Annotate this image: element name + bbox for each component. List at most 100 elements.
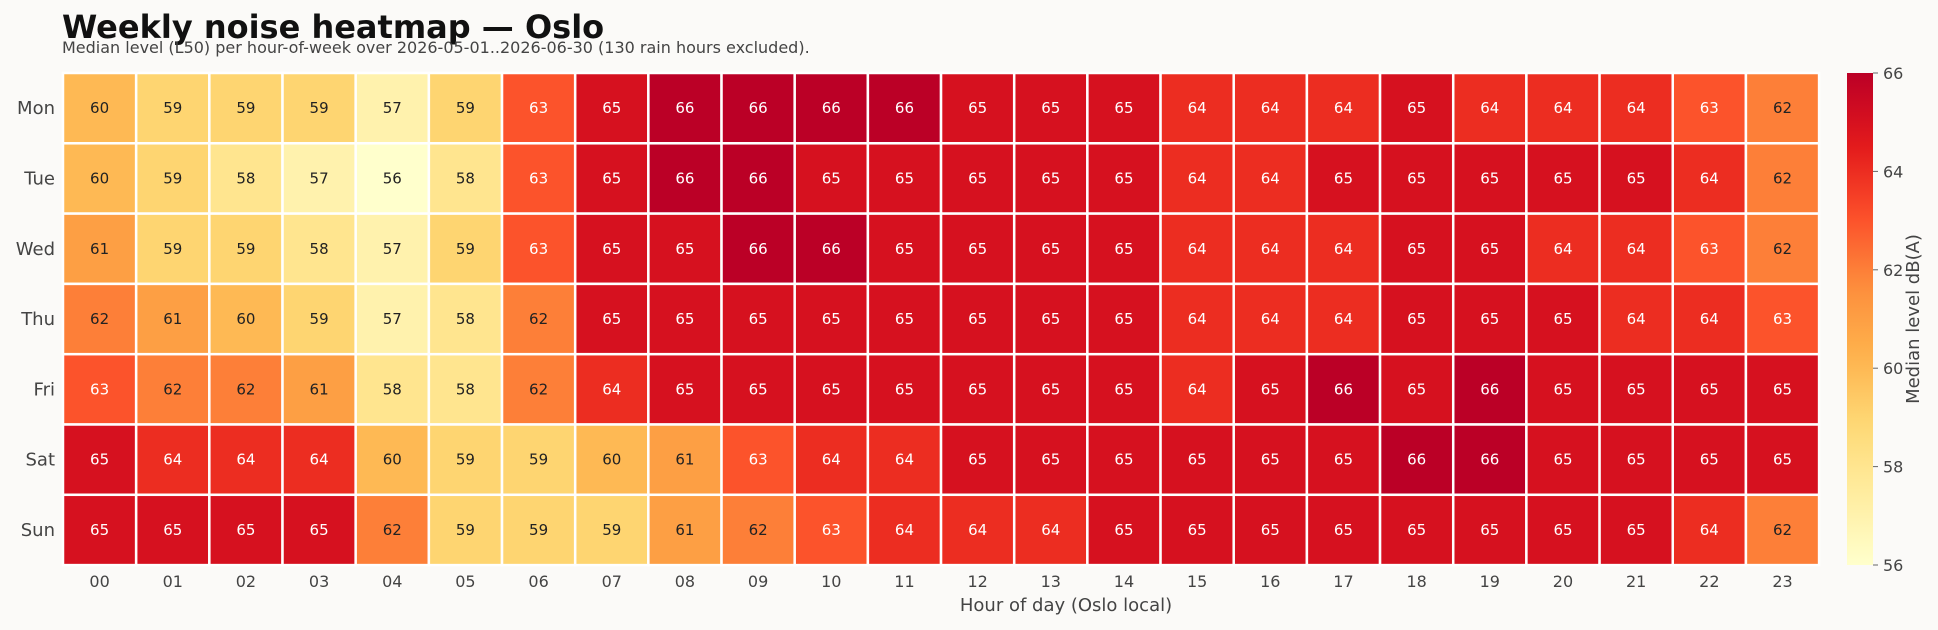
- cell-value-label: 65: [1407, 380, 1426, 398]
- heatmap-cell: [793, 142, 870, 215]
- cell-value-label: 64: [822, 451, 841, 469]
- heatmap-cell: [61, 423, 138, 497]
- cell-value-label: 63: [822, 521, 841, 539]
- colorbar: [1847, 73, 1873, 565]
- cell-value-label: 65: [1407, 169, 1426, 187]
- heatmap-cell: [1378, 71, 1455, 145]
- cell-value-label: 64: [1553, 99, 1572, 117]
- heatmap-cell: [134, 282, 211, 356]
- x-tick-label: 18: [1406, 572, 1426, 591]
- x-tick-label: 02: [236, 572, 256, 591]
- heatmap-cell: [1305, 493, 1382, 567]
- cell-value-label: 62: [383, 521, 402, 539]
- y-tick-label: Sat: [25, 450, 55, 471]
- cell-value-label: 66: [749, 240, 768, 258]
- cell-value-label: 66: [749, 169, 768, 187]
- cell-value-label: 66: [675, 169, 694, 187]
- cell-value-label: 65: [1334, 521, 1353, 539]
- cell-value-label: 65: [602, 99, 621, 117]
- x-tick-label: 06: [528, 572, 548, 591]
- cell-value-label: 59: [602, 521, 621, 539]
- cell-value-label: 57: [383, 240, 402, 258]
- heatmap-cell: [1232, 71, 1309, 145]
- cell-value-label: 65: [1553, 310, 1572, 328]
- heatmap-cell: [61, 71, 138, 145]
- heatmap-cell: [61, 493, 138, 567]
- heatmap-cell: [281, 352, 357, 426]
- heatmap-cell: [647, 142, 723, 215]
- cell-value-label: 65: [1114, 310, 1133, 328]
- cell-value-label: 64: [895, 521, 914, 539]
- cell-value-label: 63: [529, 169, 548, 187]
- heatmap-cell: [1378, 352, 1455, 426]
- cell-value-label: 59: [529, 521, 548, 539]
- cell-value-label: 64: [236, 451, 255, 469]
- colorbar-tick-label: 66: [1883, 64, 1903, 83]
- cell-value-label: 59: [456, 521, 475, 539]
- cell-value-label: 66: [822, 99, 841, 117]
- cell-value-label: 64: [1188, 169, 1207, 187]
- cell-value-label: 64: [1188, 310, 1207, 328]
- cell-value-label: 65: [1041, 240, 1060, 258]
- x-tick-label: 08: [675, 572, 695, 591]
- cell-value-label: 62: [1773, 521, 1792, 539]
- colorbar-tick-label: 64: [1883, 162, 1903, 181]
- heatmap-cell: [1232, 493, 1309, 567]
- cell-value-label: 61: [675, 521, 694, 539]
- heatmap-cell: [573, 493, 650, 567]
- cell-value-label: 58: [456, 380, 475, 398]
- cell-value-label: 64: [602, 380, 621, 398]
- x-tick-label: 21: [1626, 572, 1646, 591]
- cell-value-label: 64: [1480, 99, 1499, 117]
- x-tick-label: 00: [89, 572, 109, 591]
- y-tick-label: Wed: [16, 239, 55, 260]
- heatmap-cell: [1378, 212, 1455, 286]
- x-tick-label: 14: [1114, 572, 1134, 591]
- heatmap-cell: [1232, 212, 1309, 286]
- cell-value-label: 61: [675, 451, 694, 469]
- heatmap-cell: [1598, 282, 1674, 356]
- cell-value-label: 63: [1700, 240, 1719, 258]
- cell-value-label: 65: [1041, 451, 1060, 469]
- cell-value-label: 59: [236, 240, 255, 258]
- cell-value-label: 58: [310, 240, 329, 258]
- x-tick-label: 01: [163, 572, 183, 591]
- x-tick-label: 04: [382, 572, 402, 591]
- cell-value-label: 65: [1773, 380, 1792, 398]
- colorbar-ticks: 56 58 60 62 64 66: [1873, 64, 1903, 575]
- cell-value-label: 64: [1700, 169, 1719, 187]
- cell-value-label: 65: [1334, 451, 1353, 469]
- cell-value-label: 59: [456, 99, 475, 117]
- cell-value-label: 62: [90, 310, 109, 328]
- heatmap-cell: [866, 423, 943, 497]
- heatmap-cell: [1671, 71, 1748, 145]
- cell-value-label: 59: [529, 451, 548, 469]
- x-axis-ticks: 00 01 02 03 04 05 06 07 08 09 10 11 12 13 14 15 16 17 18 19…: [89, 572, 1792, 591]
- cell-value-label: 66: [895, 99, 914, 117]
- heatmap-cell: [134, 352, 211, 426]
- cell-value-label: 65: [1407, 99, 1426, 117]
- cell-value-label: 64: [310, 451, 329, 469]
- cell-value-label: 65: [1480, 240, 1499, 258]
- heatmap-cell: [1012, 71, 1089, 145]
- cell-value-label: 59: [456, 240, 475, 258]
- cell-value-label: 65: [1700, 380, 1719, 398]
- heatmap-cells: 60 59 59 59 57 59 63 65 66 66 66 66 65 65 65 64 64 64 65 64…: [61, 71, 1821, 567]
- x-tick-label: 23: [1772, 572, 1792, 591]
- cell-value-label: 65: [895, 169, 914, 187]
- heatmap-cell: [939, 142, 1016, 215]
- cell-value-label: 65: [602, 169, 621, 187]
- x-axis-label: Hour of day (Oslo local): [960, 595, 1172, 616]
- cell-value-label: 60: [602, 451, 621, 469]
- chart-title: Weekly noise heatmap — Oslo: [62, 8, 605, 46]
- cell-value-label: 65: [163, 521, 182, 539]
- heatmap-cell: [281, 212, 357, 286]
- heatmap-cell: [647, 423, 723, 497]
- x-tick-label: 11: [894, 572, 914, 591]
- x-tick-label: 16: [1260, 572, 1280, 591]
- heatmap-cell: [1159, 493, 1235, 567]
- heatmap-cell: [793, 493, 870, 567]
- cell-value-label: 64: [1627, 240, 1646, 258]
- cell-value-label: 65: [1773, 451, 1792, 469]
